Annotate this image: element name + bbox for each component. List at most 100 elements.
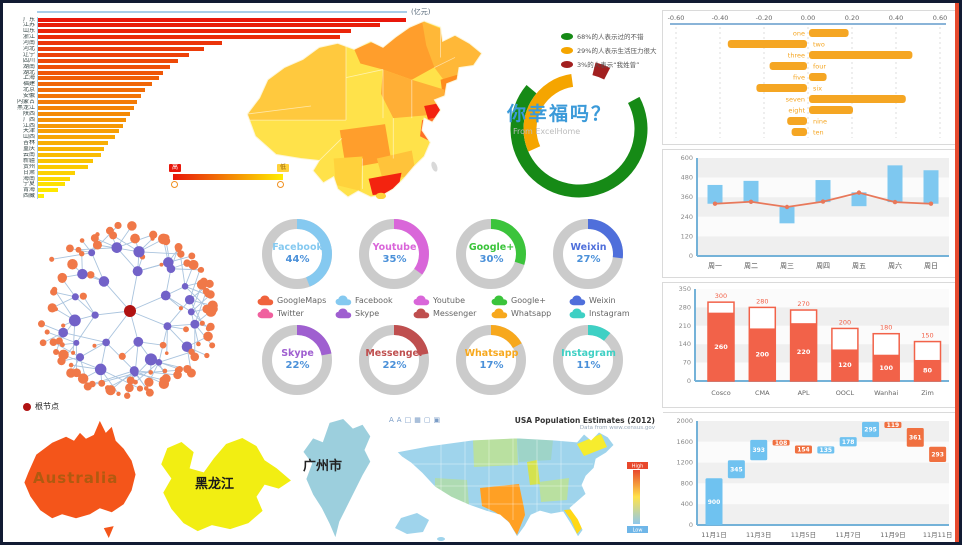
network-node-leaf[interactable] <box>109 231 118 240</box>
network-node-leaf[interactable] <box>161 236 171 246</box>
donut-facebook[interactable]: Facebook 44% <box>249 213 346 297</box>
network-node-leaf[interactable] <box>162 368 168 374</box>
province-bar[interactable] <box>38 117 127 122</box>
donut-segment[interactable] <box>359 325 429 395</box>
donut-messenger[interactable]: Messenger 22% <box>346 319 443 403</box>
network-node-mid[interactable] <box>155 358 163 366</box>
donut-ring[interactable] <box>549 215 627 293</box>
tornado-bar[interactable] <box>809 51 913 59</box>
network-node-mid[interactable] <box>71 293 79 301</box>
waterfall-bar[interactable] <box>839 437 857 447</box>
network-node-leaf[interactable] <box>66 244 74 253</box>
network-node-mid[interactable] <box>133 246 145 258</box>
network-node-mid[interactable] <box>190 319 200 329</box>
range-bar[interactable] <box>707 184 723 204</box>
network-node-leaf[interactable] <box>148 370 154 375</box>
network-node-leaf[interactable] <box>68 362 74 368</box>
province-bar[interactable] <box>38 94 142 99</box>
province-bar[interactable] <box>38 82 153 87</box>
legend-item-instagram[interactable]: Instagram <box>569 307 647 320</box>
heilongjiang-shape[interactable] <box>143 415 295 543</box>
network-node-mid[interactable] <box>76 353 85 362</box>
line-marker[interactable] <box>784 204 790 210</box>
network-node-leaf[interactable] <box>143 386 149 391</box>
network-node-leaf[interactable] <box>188 259 199 270</box>
network-node-leaf[interactable] <box>105 385 116 396</box>
tornado-bar[interactable] <box>756 84 807 92</box>
network-node-leaf[interactable] <box>47 303 57 313</box>
legend-item-weixin[interactable]: Weixin <box>569 294 647 307</box>
network-node-leaf[interactable] <box>86 271 95 279</box>
network-node-leaf[interactable] <box>95 232 100 237</box>
waterfall-bar[interactable] <box>794 445 812 454</box>
network-node-mid[interactable] <box>73 339 80 346</box>
map-tool-icon[interactable]: ▢ <box>423 416 431 424</box>
province-bar[interactable] <box>38 41 222 46</box>
network-node-mid[interactable] <box>163 322 172 331</box>
network-node-mid[interactable] <box>77 268 88 280</box>
hawaii[interactable] <box>437 537 445 541</box>
network-node-leaf[interactable] <box>127 221 137 231</box>
line-marker[interactable] <box>748 199 754 204</box>
donut-ring[interactable] <box>258 215 336 293</box>
network-node-mid[interactable] <box>133 336 144 347</box>
donut-segment[interactable] <box>456 325 526 395</box>
taiwan-island[interactable] <box>430 161 439 173</box>
province-bar[interactable] <box>38 152 101 157</box>
network-node-leaf[interactable] <box>57 272 68 283</box>
network-node-leaf[interactable] <box>174 243 183 252</box>
network-node-mid[interactable] <box>88 249 96 257</box>
waterfall-bar[interactable] <box>884 421 902 429</box>
province-bar[interactable] <box>38 88 145 93</box>
donut-ring[interactable] <box>355 321 433 399</box>
tornado-bar[interactable] <box>787 117 807 125</box>
network-node-mid[interactable] <box>129 366 139 376</box>
network-node-leaf[interactable] <box>177 251 183 257</box>
filled-bar[interactable] <box>790 323 817 381</box>
filled-bar[interactable] <box>914 359 941 381</box>
province-bar[interactable] <box>38 141 108 146</box>
filled-bar[interactable] <box>831 349 858 381</box>
legend-item-facebook[interactable]: Facebook <box>335 294 413 307</box>
network-node-leaf[interactable] <box>114 221 122 230</box>
network-node-leaf[interactable] <box>158 378 170 390</box>
tornado-bar[interactable] <box>769 62 807 70</box>
donut-ring[interactable] <box>355 215 433 293</box>
province-bar[interactable] <box>38 46 204 51</box>
line-marker[interactable] <box>820 199 826 204</box>
network-node-mid[interactable] <box>166 264 176 274</box>
donut-segment[interactable] <box>456 219 526 289</box>
network-node-leaf[interactable] <box>53 348 60 356</box>
network-node-leaf[interactable] <box>72 368 82 378</box>
network-node-leaf[interactable] <box>209 342 216 349</box>
network-node-leaf[interactable] <box>197 267 203 273</box>
range-bar[interactable] <box>851 192 867 207</box>
network-node-leaf[interactable] <box>196 279 208 290</box>
network-node-leaf[interactable] <box>125 383 134 393</box>
line-marker[interactable] <box>856 190 862 195</box>
tornado-bar[interactable] <box>809 106 853 114</box>
china-map[interactable] <box>239 17 527 199</box>
donut-ring[interactable] <box>549 321 627 399</box>
legend-item-messenger[interactable]: Messenger <box>413 307 491 320</box>
province-bar[interactable] <box>38 35 340 40</box>
network-node-leaf[interactable] <box>149 230 158 239</box>
donut-weixin[interactable]: Weixin 27% <box>540 213 637 297</box>
line-marker[interactable] <box>712 201 718 206</box>
network-node-leaf[interactable] <box>44 329 50 335</box>
network-node-leaf[interactable] <box>75 246 82 253</box>
range-bar[interactable] <box>887 165 903 203</box>
province-bar[interactable] <box>38 29 351 34</box>
network-node-leaf[interactable] <box>77 373 89 384</box>
network-node-mid[interactable] <box>144 353 158 366</box>
province-bar[interactable] <box>38 194 44 199</box>
donut-ring[interactable] <box>258 321 336 399</box>
network-node-leaf[interactable] <box>205 279 214 288</box>
network-node-mid[interactable] <box>184 295 195 305</box>
network-node-leaf[interactable] <box>79 238 85 243</box>
network-node-leaf[interactable] <box>183 326 189 333</box>
network-node-leaf[interactable] <box>116 391 121 396</box>
donut-segment[interactable] <box>262 325 332 395</box>
tornado-bar[interactable] <box>809 95 906 103</box>
network-node-leaf[interactable] <box>188 252 196 260</box>
